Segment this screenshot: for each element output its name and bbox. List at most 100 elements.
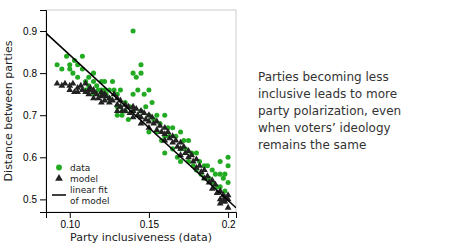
y-tick: 0.8 xyxy=(23,68,46,79)
point xyxy=(131,71,136,76)
point xyxy=(196,162,203,168)
annotation: Parties becoming lessinclusive leads to … xyxy=(258,70,401,152)
chart-container: 0.100.150.20.50.60.70.80.9Party inclusiv… xyxy=(0,0,474,248)
point xyxy=(150,100,155,105)
point xyxy=(194,151,199,156)
y-tick-label: 0.5 xyxy=(23,194,37,205)
x-tick-label: 0.10 xyxy=(61,219,81,230)
x-tick: 0.10 xyxy=(61,212,81,230)
point xyxy=(134,75,139,80)
point xyxy=(59,66,64,71)
point xyxy=(54,80,61,86)
point xyxy=(67,62,72,67)
point xyxy=(82,80,89,86)
point xyxy=(90,86,97,92)
point xyxy=(131,92,136,97)
point xyxy=(186,138,191,143)
point xyxy=(226,163,231,168)
y-tick-mark xyxy=(40,73,46,74)
point xyxy=(126,117,131,122)
point xyxy=(70,80,77,86)
chart-svg: 0.100.150.20.50.60.70.80.9Party inclusiv… xyxy=(0,0,474,248)
point xyxy=(178,159,183,164)
x-tick: 0.15 xyxy=(140,212,160,230)
point xyxy=(131,29,136,34)
y-tick: 0.5 xyxy=(23,194,46,205)
y-tick-label: 0.8 xyxy=(23,68,37,79)
y-axis-line xyxy=(40,11,47,213)
y-axis: 0.50.60.70.80.9 xyxy=(23,11,46,213)
series-0 xyxy=(55,29,231,194)
x-tick-mark xyxy=(228,212,229,218)
point xyxy=(110,79,115,84)
point xyxy=(185,147,192,153)
point xyxy=(146,87,151,92)
point xyxy=(142,92,147,97)
point xyxy=(153,118,160,124)
point xyxy=(133,105,140,111)
x-tick: 0.2 xyxy=(222,212,236,230)
point xyxy=(162,113,167,118)
legend-symbol xyxy=(55,174,63,181)
point xyxy=(201,166,208,172)
point xyxy=(143,104,148,109)
plot-area: 0.100.150.20.50.60.70.80.9Party inclusiv… xyxy=(2,10,237,244)
x-axis-line xyxy=(47,213,237,219)
point xyxy=(169,132,176,138)
point xyxy=(118,87,123,92)
point xyxy=(154,113,159,118)
point xyxy=(157,122,164,128)
point xyxy=(205,163,210,168)
point xyxy=(226,180,231,185)
legend-label: linear fitof model xyxy=(70,185,110,206)
point xyxy=(218,172,223,177)
point xyxy=(86,75,91,80)
x-tick-mark xyxy=(70,212,71,218)
point xyxy=(188,151,195,157)
y-tick-mark xyxy=(40,31,46,32)
point xyxy=(141,109,148,115)
point xyxy=(55,62,60,67)
x-tick-mark xyxy=(149,212,150,218)
point xyxy=(218,159,223,164)
point xyxy=(180,143,187,149)
legend-symbol xyxy=(56,165,62,171)
point xyxy=(119,113,124,118)
y-tick-mark xyxy=(40,115,46,116)
legend-item: model xyxy=(55,174,98,184)
point xyxy=(115,113,120,118)
y-tick-label: 0.7 xyxy=(23,110,37,121)
point xyxy=(226,155,231,160)
point xyxy=(70,71,75,76)
point xyxy=(66,86,73,92)
legend-label: data xyxy=(70,163,90,173)
y-tick-mark xyxy=(40,157,46,158)
x-tick-label: 0.15 xyxy=(140,219,160,230)
point xyxy=(161,124,168,130)
point xyxy=(135,87,140,92)
point xyxy=(165,128,172,134)
point xyxy=(217,200,224,206)
x-tick-label: 0.2 xyxy=(222,219,236,230)
legend-item: linear fitof model xyxy=(52,185,110,206)
point xyxy=(170,125,175,130)
y-axis-title: Distance between parties xyxy=(2,40,15,181)
legend: datamodellinear fitof model xyxy=(52,163,110,206)
point xyxy=(213,172,218,177)
point xyxy=(162,151,167,156)
plot-frame xyxy=(46,10,236,212)
point xyxy=(225,204,232,210)
point xyxy=(172,137,179,143)
series-1 xyxy=(54,80,232,210)
point xyxy=(177,139,184,145)
point xyxy=(222,172,227,177)
point xyxy=(209,177,216,183)
legend-symbol xyxy=(52,194,66,196)
point xyxy=(138,62,143,67)
point xyxy=(193,155,200,161)
point xyxy=(102,79,107,84)
point xyxy=(149,113,156,119)
marks xyxy=(46,29,236,210)
y-tick: 0.6 xyxy=(23,152,46,163)
point xyxy=(204,172,211,178)
